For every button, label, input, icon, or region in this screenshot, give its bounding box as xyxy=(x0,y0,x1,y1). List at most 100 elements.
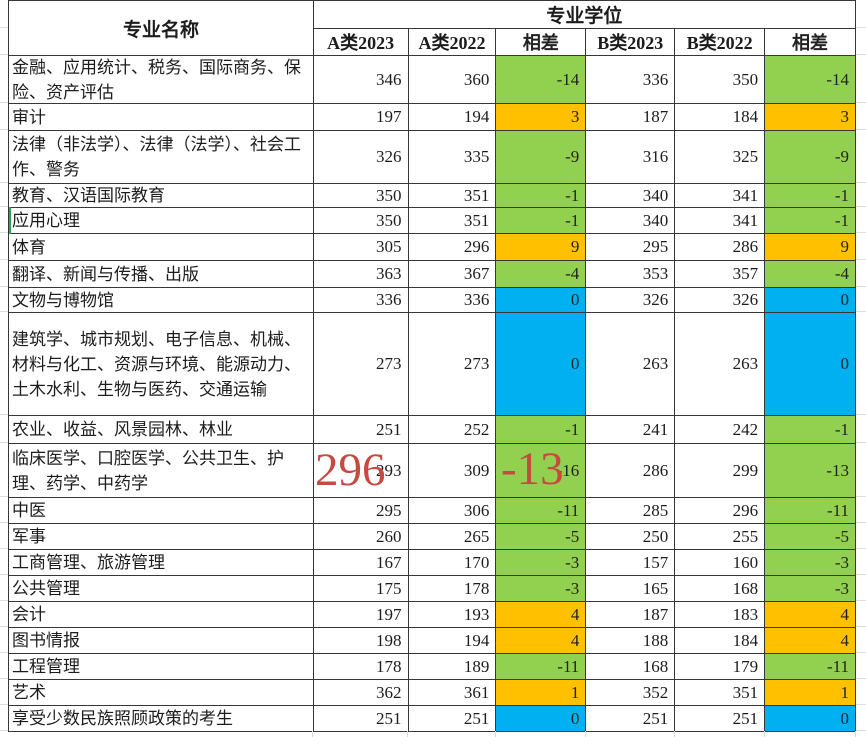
cell-b2023[interactable]: 188 xyxy=(586,628,676,654)
cell-a2023[interactable]: 198 xyxy=(313,628,409,654)
cell-b2022[interactable]: 184 xyxy=(675,628,766,654)
cell-b2023[interactable]: 168 xyxy=(586,654,676,680)
cell-a2023[interactable]: 273 xyxy=(313,313,409,416)
cell-name[interactable]: 教育、汉语国际教育 xyxy=(9,184,314,208)
cell-name[interactable]: 法律（非法学）、法律（法学）、社会工作、警务 xyxy=(9,131,314,184)
cell-b2023[interactable]: 157 xyxy=(586,550,676,576)
cell-a2023[interactable]: 175 xyxy=(313,576,409,602)
cell-a2022[interactable]: 189 xyxy=(408,654,497,680)
cell-b2022[interactable]: 357 xyxy=(675,261,766,288)
cell-diff_b[interactable]: 4 xyxy=(765,628,856,654)
cell-diff_a[interactable]: 4 xyxy=(496,602,587,628)
cell-a2022[interactable]: 306 xyxy=(408,498,497,524)
cell-b2023[interactable]: 336 xyxy=(586,56,676,104)
cell-diff_a[interactable]: -11 xyxy=(496,654,587,680)
cell-a2022[interactable]: 252 xyxy=(408,416,497,444)
cell-a2023[interactable]: 260 xyxy=(313,524,409,550)
cell-name[interactable]: 建筑学、城市规划、电子信息、机械、材料与化工、资源与环境、能源动力、土木水利、生… xyxy=(9,313,314,416)
cell-a2023[interactable]: 363 xyxy=(313,261,409,288)
cell-diff_a[interactable]: -5 xyxy=(496,524,587,550)
cell-b2023[interactable]: 241 xyxy=(586,416,676,444)
cell-a2022[interactable]: 335 xyxy=(408,131,497,184)
cell-b2022[interactable]: 160 xyxy=(675,550,766,576)
cell-name[interactable]: 金融、应用统计、税务、国际商务、保险、资产评估 xyxy=(9,56,314,104)
header-col-A类2023-0[interactable]: A类2023 xyxy=(313,29,409,56)
cell-a2022[interactable]: 361 xyxy=(408,680,497,706)
cell-diff_b[interactable]: -3 xyxy=(765,550,856,576)
cell-b2022[interactable]: 255 xyxy=(675,524,766,550)
cell-b2022[interactable]: 263 xyxy=(675,313,766,416)
cell-diff_b[interactable]: -1 xyxy=(765,208,856,234)
cell-a2022[interactable]: 273 xyxy=(408,313,497,416)
cell-diff_b[interactable]: 0 xyxy=(765,313,856,416)
cell-diff_b[interactable]: -5 xyxy=(765,524,856,550)
cell-a2023[interactable]: 295 xyxy=(313,498,409,524)
cell-a2022[interactable]: 296 xyxy=(408,234,497,261)
cell-diff_b[interactable]: -14 xyxy=(765,56,856,104)
cell-diff_a[interactable]: -1 xyxy=(496,184,587,208)
cell-diff_a[interactable]: -3 xyxy=(496,576,587,602)
cell-a2023[interactable]: 305 xyxy=(313,234,409,261)
cell-b2023[interactable]: 353 xyxy=(586,261,676,288)
cell-name[interactable]: 农业、收益、风景园林、林业 xyxy=(9,416,314,444)
cell-name[interactable]: 体育 xyxy=(9,234,314,261)
cell-b2022[interactable]: 296 xyxy=(675,498,766,524)
cell-a2022[interactable]: 367 xyxy=(408,261,497,288)
cell-diff_a[interactable]: -1 xyxy=(496,416,587,444)
cell-a2023[interactable]: 362 xyxy=(313,680,409,706)
cell-name[interactable]: 中医 xyxy=(9,498,314,524)
cell-b2022[interactable]: 299 xyxy=(675,444,766,498)
cell-name[interactable]: 临床医学、口腔医学、公共卫生、护理、药学、中药学 xyxy=(9,444,314,498)
cell-b2023[interactable]: 165 xyxy=(586,576,676,602)
cell-b2023[interactable]: 263 xyxy=(586,313,676,416)
cell-diff_a[interactable]: -9 xyxy=(496,131,587,184)
cell-diff_a[interactable]: -4 xyxy=(496,261,587,288)
cell-diff_b[interactable]: -9 xyxy=(765,131,856,184)
cell-name[interactable]: 公共管理 xyxy=(9,576,314,602)
cell-diff_a[interactable]: -11 xyxy=(496,498,587,524)
cell-b2023[interactable]: 187 xyxy=(586,104,676,131)
cell-a2022[interactable]: 265 xyxy=(408,524,497,550)
header-major-name[interactable]: 专业名称 xyxy=(9,1,314,56)
cell-diff_a[interactable]: 0 xyxy=(496,288,587,313)
cell-diff_a[interactable]: 9 xyxy=(496,234,587,261)
cell-diff_b[interactable]: -4 xyxy=(765,261,856,288)
cell-b2023[interactable]: 250 xyxy=(586,524,676,550)
cell-b2022[interactable]: 350 xyxy=(675,56,766,104)
cell-diff_a[interactable]: 4 xyxy=(496,628,587,654)
cell-b2023[interactable]: 295 xyxy=(586,234,676,261)
cell-b2022[interactable]: 184 xyxy=(675,104,766,131)
cell-b2023[interactable]: 187 xyxy=(586,602,676,628)
cell-a2023[interactable]: 346 xyxy=(313,56,409,104)
header-col-相差-2[interactable]: 相差 xyxy=(496,29,587,56)
cell-diff_a[interactable]: 3 xyxy=(496,104,587,131)
cell-b2022[interactable]: 183 xyxy=(675,602,766,628)
cell-diff_b[interactable]: 9 xyxy=(765,234,856,261)
cell-diff_b[interactable]: 4 xyxy=(765,602,856,628)
cell-diff_a[interactable]: -14 xyxy=(496,56,587,104)
cell-b2022[interactable]: 251 xyxy=(675,706,766,732)
header-professional-degree[interactable]: 专业学位 xyxy=(313,1,856,29)
cell-a2022[interactable]: 360 xyxy=(408,56,497,104)
cell-b2022[interactable]: 325 xyxy=(675,131,766,184)
cell-diff_b[interactable]: -13 xyxy=(765,444,856,498)
cell-a2022[interactable]: 351 xyxy=(408,208,497,234)
cell-diff_b[interactable]: 3 xyxy=(765,104,856,131)
cell-name[interactable]: 军事 xyxy=(9,524,314,550)
cell-a2023[interactable]: 350 xyxy=(313,208,409,234)
cell-diff_a[interactable]: 0 xyxy=(496,706,587,732)
cell-a2023[interactable]: 197 xyxy=(313,602,409,628)
cell-b2022[interactable]: 351 xyxy=(675,680,766,706)
cell-b2023[interactable]: 251 xyxy=(586,706,676,732)
cell-name[interactable]: 图书情报 xyxy=(9,628,314,654)
cell-diff_a[interactable]: 1 xyxy=(496,680,587,706)
cell-b2022[interactable]: 242 xyxy=(675,416,766,444)
cell-a2022[interactable]: 351 xyxy=(408,184,497,208)
cell-a2023[interactable]: 251 xyxy=(313,706,409,732)
cell-name[interactable]: 享受少数民族照顾政策的考生 xyxy=(9,706,314,732)
cell-diff_b[interactable]: -1 xyxy=(765,416,856,444)
cell-a2022[interactable]: 194 xyxy=(408,104,497,131)
cell-name[interactable]: 审计 xyxy=(9,104,314,131)
cell-a2023[interactable]: 178 xyxy=(313,654,409,680)
cell-b2022[interactable]: 286 xyxy=(675,234,766,261)
